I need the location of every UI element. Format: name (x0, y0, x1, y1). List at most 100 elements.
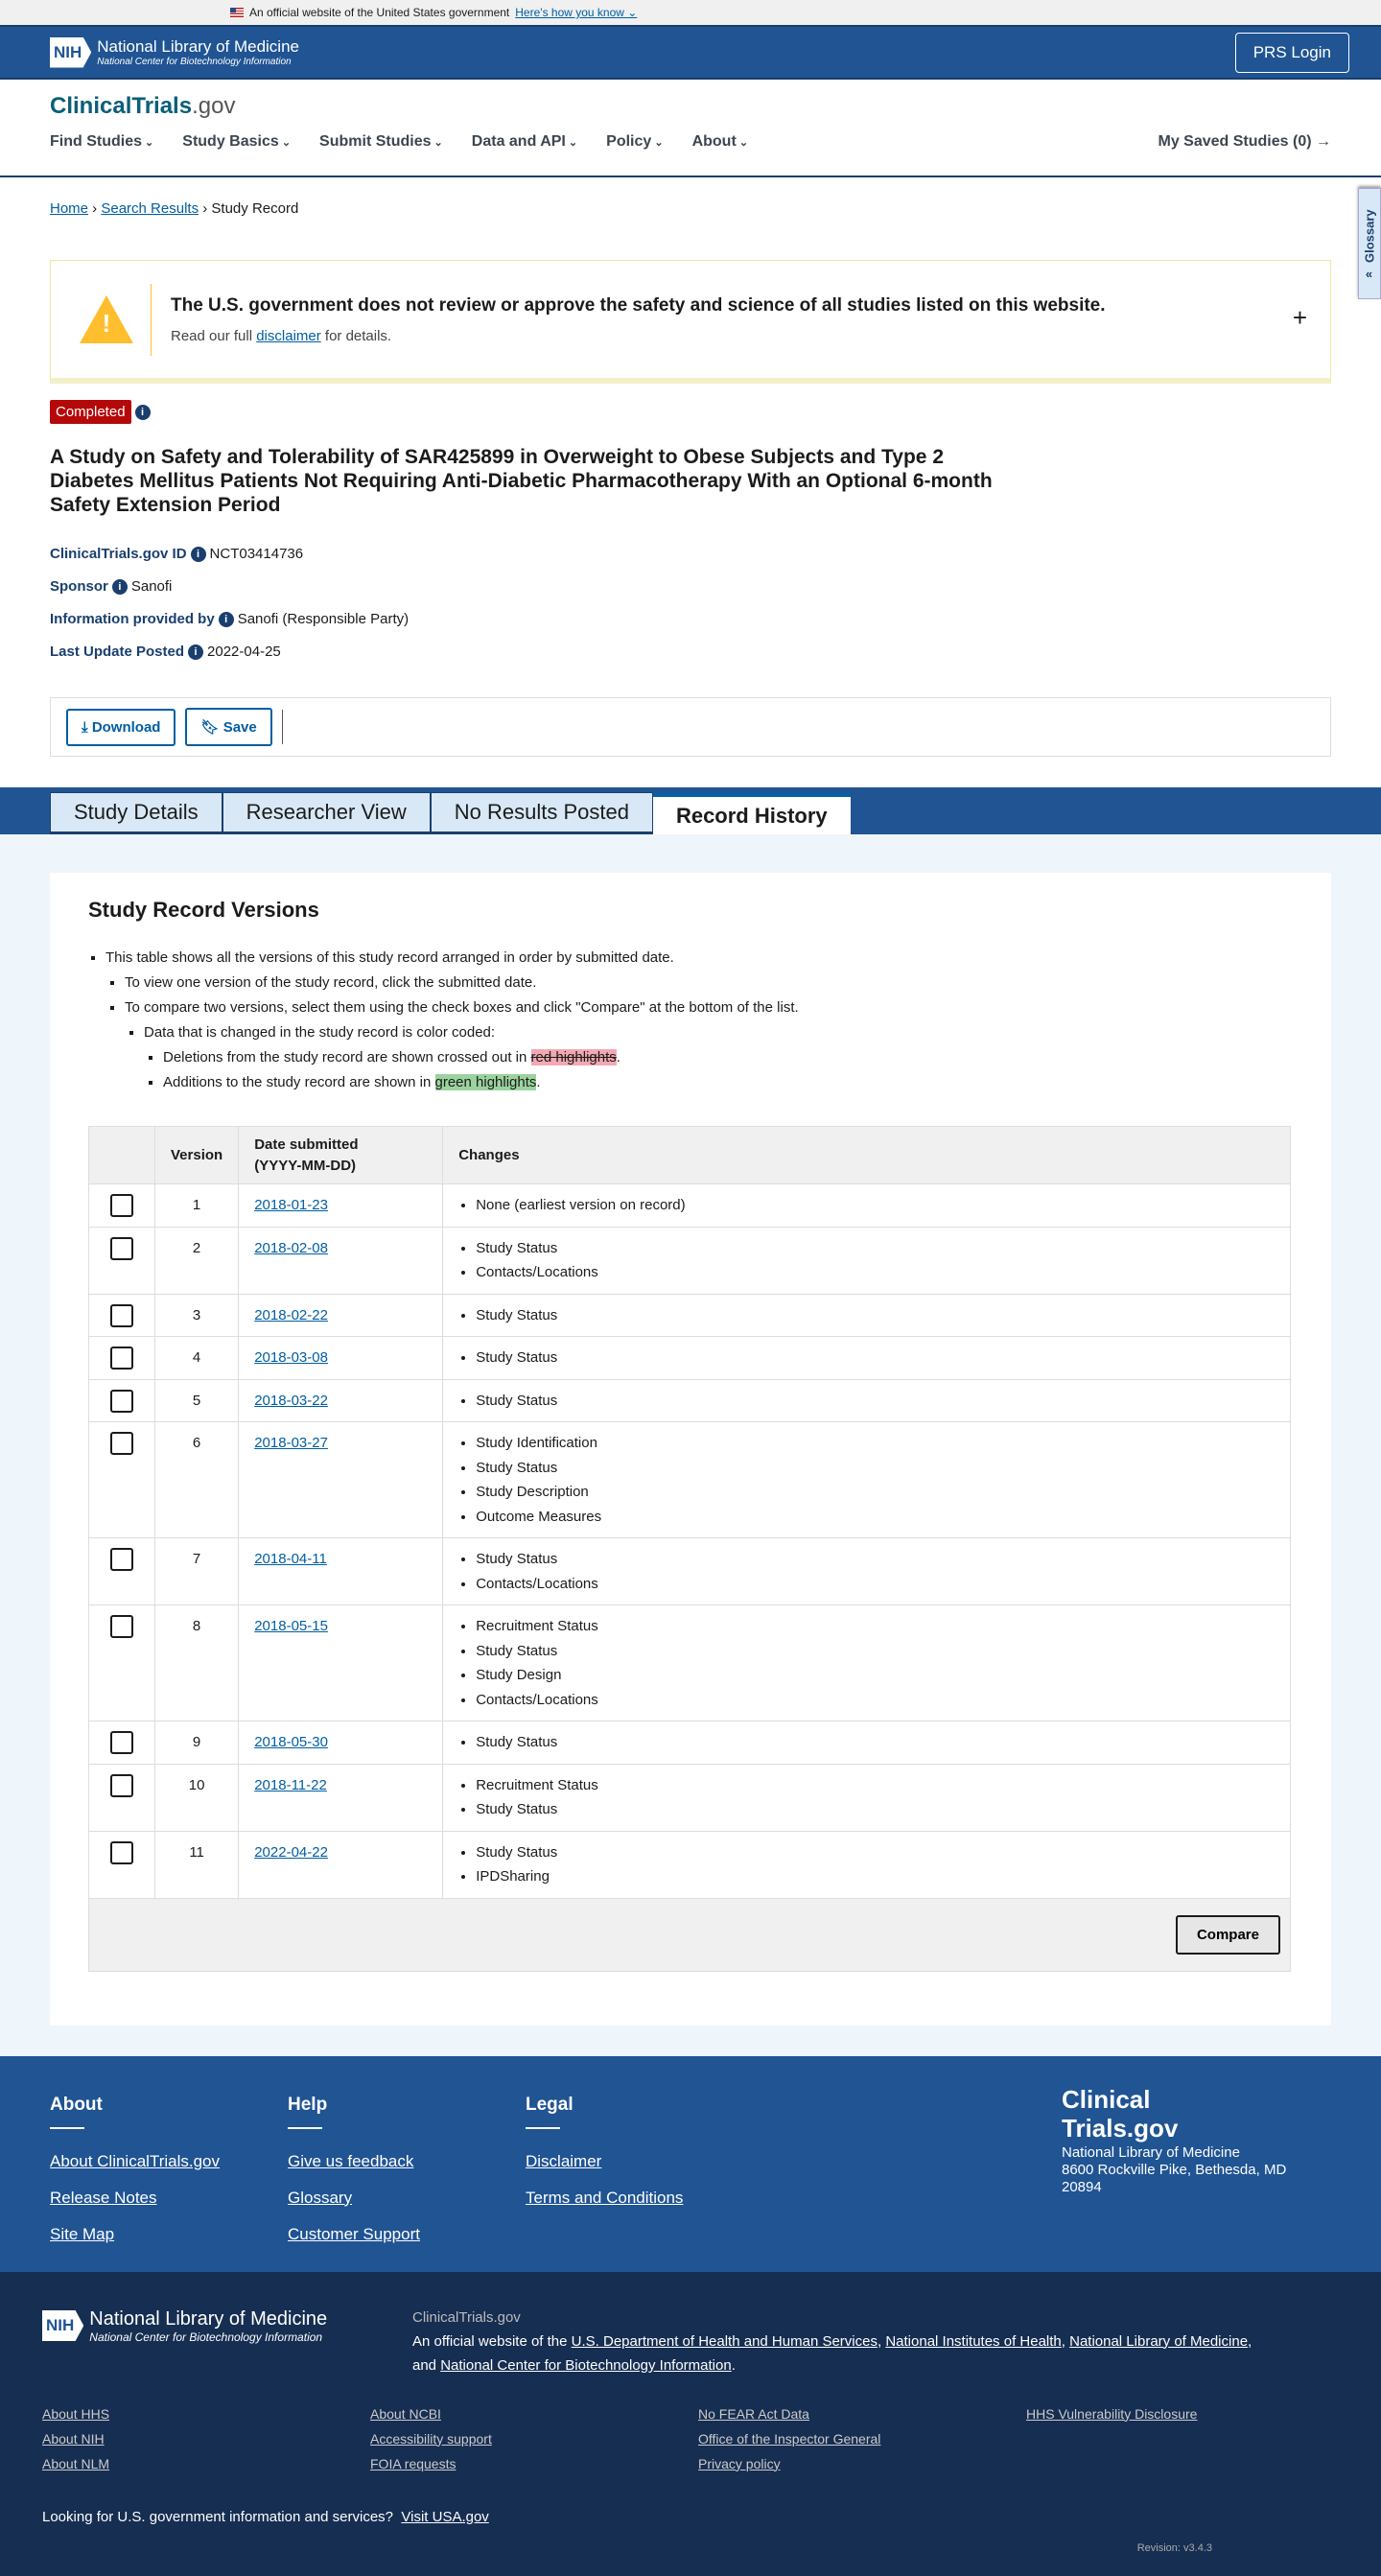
version-checkbox[interactable] (110, 1773, 133, 1797)
date-cell: 2022-04-22 (238, 1830, 444, 1899)
breadcrumb-search-results[interactable]: Search Results (101, 200, 199, 217)
footer-link[interactable]: Privacy policy (698, 2455, 781, 2471)
version-checkbox[interactable] (110, 1840, 133, 1864)
version-checkbox[interactable] (110, 1731, 133, 1754)
heres-how-you-know-link[interactable]: Here's how you know ⌄ (515, 6, 638, 19)
change-item: Study Status (476, 1840, 1275, 1865)
version-checkbox[interactable] (110, 1347, 133, 1370)
version-date-link[interactable]: 2018-01-23 (254, 1197, 328, 1213)
info-icon[interactable]: i (134, 404, 151, 420)
select-cell (88, 1378, 155, 1422)
footer-link[interactable]: Site Map (50, 2224, 115, 2243)
info-icon[interactable]: i (218, 612, 234, 628)
table-row: 2 2018-02-08 Study StatusContacts/Locati… (88, 1226, 1291, 1295)
tab-no-results-posted[interactable]: No Results Posted (430, 792, 653, 834)
nav-data-and-api[interactable]: Data and API (472, 133, 577, 151)
visit-usa-gov-link[interactable]: Visit USA.gov (401, 2508, 489, 2525)
footer-link[interactable]: About ClinicalTrials.gov (50, 2151, 220, 2170)
footer-link[interactable]: Give us feedback (288, 2151, 414, 2170)
disclaimer-alert: The U.S. government does not review or a… (50, 260, 1331, 384)
date-cell: 2018-11-22 (238, 1763, 444, 1832)
version-date-link[interactable]: 2022-04-22 (254, 1843, 328, 1861)
download-icon: ⤓ (82, 718, 92, 736)
expand-plus-icon[interactable]: + (1292, 303, 1307, 332)
version-checkbox[interactable] (110, 1615, 133, 1638)
version-checkbox[interactable] (110, 1194, 133, 1217)
download-button[interactable]: ⤓ Download (66, 708, 176, 746)
change-item: Study Description (476, 1480, 1275, 1505)
version-date-link[interactable]: 2018-02-22 (254, 1306, 328, 1323)
change-item: Study Status (476, 1456, 1275, 1481)
hhs-link[interactable]: U.S. Department of Health and Human Serv… (571, 2332, 878, 2350)
footer-link[interactable]: No FEAR Act Data (698, 2405, 809, 2422)
tab-researcher-view[interactable]: Researcher View (222, 792, 431, 834)
version-number: 11 (153, 1830, 240, 1899)
footer-link[interactable]: Customer Support (288, 2224, 420, 2243)
nav-find-studies[interactable]: Find Studies (50, 133, 153, 151)
version-date-link[interactable]: 2018-05-30 (254, 1734, 328, 1750)
ncbi-link[interactable]: National Center for Biotechnology Inform… (440, 2356, 732, 2374)
footer-link[interactable]: Accessibility support (370, 2430, 492, 2447)
date-cell: 2018-04-11 (238, 1537, 444, 1605)
instructions-list: This table shows all the versions of thi… (88, 946, 1293, 1095)
nav-about[interactable]: About (692, 133, 748, 151)
disclaimer-link[interactable]: disclaimer (256, 327, 321, 344)
info-icon[interactable]: i (111, 579, 128, 596)
footer-link[interactable]: Terms and Conditions (526, 2188, 684, 2207)
footer-link[interactable]: About NLM (42, 2455, 110, 2471)
save-button[interactable]: 🔖︎ Save (185, 708, 272, 746)
compare-button[interactable]: Compare (1175, 1914, 1280, 1955)
tab-record-history[interactable]: Record History (652, 792, 851, 834)
version-checkbox[interactable] (110, 1548, 133, 1571)
nav-submit-studies[interactable]: Submit Studies (319, 133, 443, 151)
footer-link[interactable]: FOIA requests (370, 2455, 456, 2471)
version-number: 10 (153, 1763, 240, 1832)
version-date-link[interactable]: 2018-05-15 (254, 1618, 328, 1634)
site-logo[interactable]: ClinicalTrials.gov (50, 93, 236, 119)
nlm-link[interactable]: National Library of Medicine (1069, 2332, 1249, 2350)
footer-link[interactable]: Glossary (288, 2188, 353, 2207)
version-checkbox[interactable] (110, 1389, 133, 1413)
footer-link[interactable]: Release Notes (50, 2188, 157, 2207)
my-saved-studies-link[interactable]: My Saved Studies (0) → (1158, 133, 1332, 150)
version-date-link[interactable]: 2018-11-22 (254, 1776, 327, 1793)
footer-link[interactable]: About NIH (42, 2430, 105, 2447)
info-icon[interactable]: i (188, 644, 204, 661)
version-number: 7 (153, 1537, 240, 1605)
nih-footer-logo[interactable]: NIH National Library of Medicine National… (42, 2308, 327, 2344)
date-cell: 2018-02-08 (238, 1226, 444, 1295)
footer-link[interactable]: Disclaimer (526, 2151, 602, 2170)
footer-links: About HHS About NCBI No FEAR Act Data HHS V… (42, 2406, 1354, 2471)
glossary-tab[interactable]: «Glossary (1358, 188, 1381, 299)
versions-table: Version Date submitted (YYYY-MM-DD) Chang… (88, 1126, 1291, 1972)
date-cell: 2018-05-15 (238, 1604, 444, 1721)
version-checkbox[interactable] (110, 1236, 133, 1260)
bookmark-icon: 🔖︎ (200, 719, 223, 736)
breadcrumb-home[interactable]: Home (50, 200, 89, 217)
ncbi-name: National Center for Biotechnology Inform… (97, 57, 292, 67)
version-checkbox[interactable] (110, 1432, 133, 1455)
nih-logo[interactable]: NIH National Library of Medicine National… (50, 36, 299, 68)
nav-policy[interactable]: Policy (606, 133, 663, 151)
changes-cell: Study StatusContacts/Locations (442, 1537, 1291, 1605)
nav-study-basics[interactable]: Study Basics (182, 133, 291, 151)
prs-login-button[interactable]: PRS Login (1234, 32, 1349, 73)
footer-link[interactable]: About HHS (42, 2405, 110, 2422)
version-date-link[interactable]: 2018-03-08 (254, 1349, 328, 1366)
changes-header: Changes (442, 1126, 1291, 1184)
version-date-link[interactable]: 2018-04-11 (254, 1551, 327, 1567)
version-date-link[interactable]: 2018-03-22 (254, 1392, 328, 1409)
table-row: 11 2022-04-22 Study StatusIPDSharing (88, 1830, 1291, 1899)
footer-link[interactable]: Office of the Inspector General (698, 2430, 881, 2447)
study-title: A Study on Safety and Tolerability of SA… (50, 446, 993, 516)
nih-link[interactable]: National Institutes of Health (885, 2332, 1062, 2350)
version-date-link[interactable]: 2018-03-27 (254, 1435, 328, 1451)
table-row: 5 2018-03-22 Study Status (88, 1378, 1291, 1422)
version-checkbox[interactable] (110, 1303, 133, 1327)
table-row: 3 2018-02-22 Study Status (88, 1293, 1291, 1337)
footer-link[interactable]: About NCBI (370, 2405, 441, 2422)
footer-link[interactable]: HHS Vulnerability Disclosure (1026, 2405, 1198, 2422)
tab-study-details[interactable]: Study Details (50, 792, 222, 834)
version-date-link[interactable]: 2018-02-08 (254, 1239, 328, 1256)
info-icon[interactable]: i (190, 547, 206, 563)
